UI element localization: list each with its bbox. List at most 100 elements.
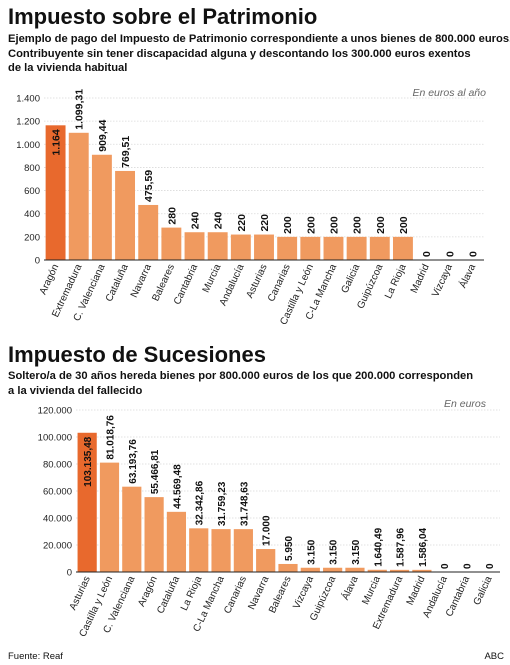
value-label: 17.000 [262,515,273,546]
x-tick-label: Canarias [222,575,249,616]
bar [323,236,344,260]
bar [254,234,274,260]
y-tick-label: 1.200 [16,117,40,128]
chart1-subtitle: Ejemplo de pago del Impuesto de Patrimon… [8,32,510,76]
bar [68,132,89,260]
y-tick-label: 1.400 [16,94,40,105]
bar [300,236,321,260]
y-tick-label: 120.000 [38,406,72,417]
value-label: 280 [166,207,178,225]
bar [277,236,298,260]
bar [211,529,231,572]
bar [278,563,298,572]
bar [115,170,136,260]
x-tick-label: Cataluña [155,574,182,615]
y-tick-label: 1.000 [16,140,40,151]
bar [99,462,120,572]
x-tick-label: Asturias [68,575,93,612]
y-tick-label: 100.000 [38,433,72,444]
value-label: 909,44 [97,119,109,151]
value-label: 200 [398,216,410,234]
bar [122,486,142,572]
y-tick-label: 600 [24,186,40,197]
x-tick-label: Baleares [267,575,294,615]
bar [346,236,367,260]
value-label: 1.640,49 [373,527,384,566]
value-label: 0 [485,563,496,569]
y-tick-label: 800 [24,163,40,174]
bar [207,232,228,260]
value-label: 475,59 [143,170,155,202]
y-tick-label: 0 [35,256,40,267]
value-label: 0 [421,251,433,257]
x-tick-label: Aragón [136,575,160,609]
chart2-subtitle-line: a la vivienda del fallecido [8,384,143,397]
chart2-title: Impuesto de Sucesiones [8,342,266,367]
x-tick-label: Álava [338,573,361,602]
value-label: 31.759,23 [217,481,228,526]
bar [392,236,413,260]
y-tick-label: 400 [24,209,40,220]
bar [91,154,112,260]
value-label: 220 [236,214,248,232]
y-tick-label: 0 [67,568,72,579]
bar [300,567,320,572]
patrimonio-bar-chart: 02004006008001.0001.2001.4001.164Aragón1… [16,89,484,327]
value-label: 32.342,86 [195,480,206,525]
value-label: 200 [375,216,387,234]
y-tick-label: 60.000 [43,487,72,498]
chart2-subtitle-line: Soltero/a de 30 años hereda bienes por 8… [8,370,474,382]
y-tick-label: 40.000 [43,514,72,525]
value-label: 3.150 [351,539,362,564]
source-note: Fuente: Reaf [8,651,63,662]
value-label: 1.587,96 [396,527,407,566]
value-label: 103.135,48 [83,436,94,486]
value-label: 63.193,76 [128,439,139,484]
value-label: 200 [282,216,294,234]
x-tick-label: Navarra [246,574,271,611]
bar [345,567,365,572]
bar [138,204,159,260]
value-label: 200 [305,216,317,234]
value-label: 81.018,76 [105,415,116,460]
x-tick-label: Madrid [405,575,428,607]
value-label: 0 [444,251,456,257]
value-label: 5.950 [284,536,295,561]
y-tick-label: 20.000 [43,541,72,552]
bar [369,236,390,260]
value-label: 0 [440,563,451,569]
chart1-subtitle-line: Ejemplo de pago del Impuesto de Patrimon… [8,33,510,45]
value-label: 769,51 [120,136,132,168]
value-label: 31.748,63 [239,481,250,526]
value-label: 0 [463,563,474,569]
value-label: 1.099,31 [74,89,86,130]
value-label: 240 [190,212,202,230]
bar [189,528,209,572]
chart1-subtitle-line: de la vivienda habitual [8,62,128,74]
bar [77,432,97,572]
value-label: 200 [352,216,364,234]
bar [323,567,343,572]
bar [161,227,182,260]
value-label: 0 [467,251,479,257]
x-tick-label: Vizcaya [291,574,316,611]
x-tick-label: Galicia [472,574,495,607]
bar [256,549,276,572]
value-label: 1.164 [51,129,63,155]
value-label: 220 [259,214,271,232]
y-tick-label: 80.000 [43,460,72,471]
value-label: 240 [213,212,225,230]
chart1-title: Impuesto sobre el Patrimonio [8,4,318,29]
bar [389,569,410,572]
x-tick-label: Murcia [360,574,383,606]
bar [367,569,387,572]
value-label: 55.466,81 [150,449,161,494]
value-label: 3.150 [306,539,317,564]
y-tick-label: 200 [24,232,40,243]
bar [166,511,187,572]
bar [45,125,66,261]
chart2-subtitle: Soltero/a de 30 años hereda bienes por 8… [8,369,473,398]
bar [233,529,253,572]
bar [230,234,251,260]
